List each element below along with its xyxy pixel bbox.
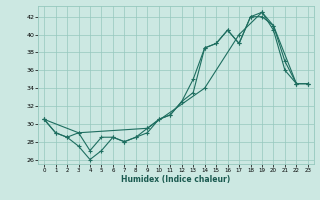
X-axis label: Humidex (Indice chaleur): Humidex (Indice chaleur) [121,175,231,184]
